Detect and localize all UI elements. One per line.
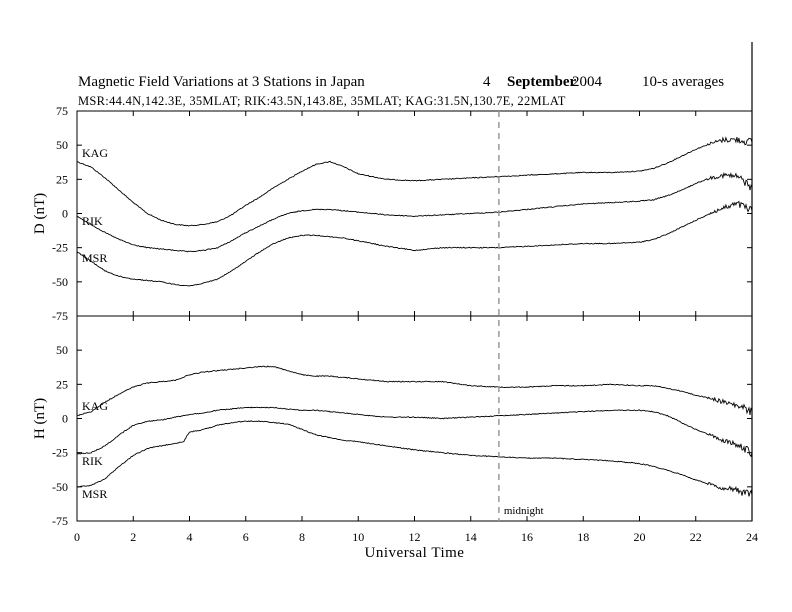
panel-frame-d (76, 110, 753, 317)
series-label-msr-h: MSR (82, 487, 107, 501)
y-tick-label-d: 75 (56, 104, 68, 118)
y-axis-label-h: H (nT) (32, 398, 48, 439)
y-axis-label-d: D (nT) (32, 193, 48, 234)
x-tick-label: 24 (746, 530, 758, 544)
x-tick-label: 12 (409, 530, 421, 544)
series-line-msr-d (76, 200, 753, 287)
x-tick-label: 14 (465, 530, 477, 544)
series-line-msr-h (76, 420, 753, 497)
series-label-rik-d: RIK (82, 214, 103, 228)
series-label-kag-h: KAG (82, 399, 108, 413)
y-tick-label-d: -50 (52, 275, 68, 289)
x-tick-label: 10 (352, 530, 364, 544)
series-label-msr-d: MSR (82, 251, 107, 265)
series-line-kag-h (76, 365, 753, 417)
date-month: September (507, 74, 577, 90)
y-tick-label-d: 50 (56, 138, 68, 152)
y-tick-label-d: 25 (56, 172, 68, 186)
y-tick-label-h: 25 (56, 377, 68, 391)
y-tick-label-h: -50 (52, 480, 68, 494)
x-tick-label: 18 (577, 530, 589, 544)
date-day: 4 (483, 74, 491, 90)
x-tick-label: 8 (299, 530, 305, 544)
y-tick-label-d: 0 (62, 207, 68, 221)
y-tick-label-h: 50 (56, 343, 68, 357)
x-tick-label: 16 (521, 530, 533, 544)
chart-title: Magnetic Field Variations at 3 Stations … (78, 74, 365, 90)
date-year: 2004 (572, 74, 602, 90)
y-tick-label-d: -25 (52, 241, 68, 255)
x-tick-label: 0 (74, 530, 80, 544)
y-tick-label-h: 0 (62, 412, 68, 426)
y-tick-label-h: -25 (52, 446, 68, 460)
x-tick-label: 2 (130, 530, 136, 544)
x-tick-label: 6 (243, 530, 249, 544)
x-tick-label: 22 (690, 530, 702, 544)
series-line-rik-d (76, 172, 753, 253)
midnight-label: midnight (504, 505, 544, 517)
series-label-kag-d: KAG (82, 146, 108, 160)
panel-frame-h (76, 315, 753, 522)
x-tick-label: 4 (187, 530, 193, 544)
series-line-rik-h (76, 406, 753, 458)
stations-subtitle: MSR:44.4N,142.3E, 35MLAT; RIK:43.5N,143.… (78, 94, 566, 108)
x-axis-label: Universal Time (365, 545, 465, 561)
series-label-rik-h: RIK (82, 454, 103, 468)
y-tick-label-d: -75 (52, 309, 68, 323)
x-tick-label: 20 (634, 530, 646, 544)
series-line-kag-d (76, 136, 753, 227)
averaging-label: 10-s averages (642, 74, 725, 90)
y-tick-label-h: -75 (52, 514, 68, 528)
